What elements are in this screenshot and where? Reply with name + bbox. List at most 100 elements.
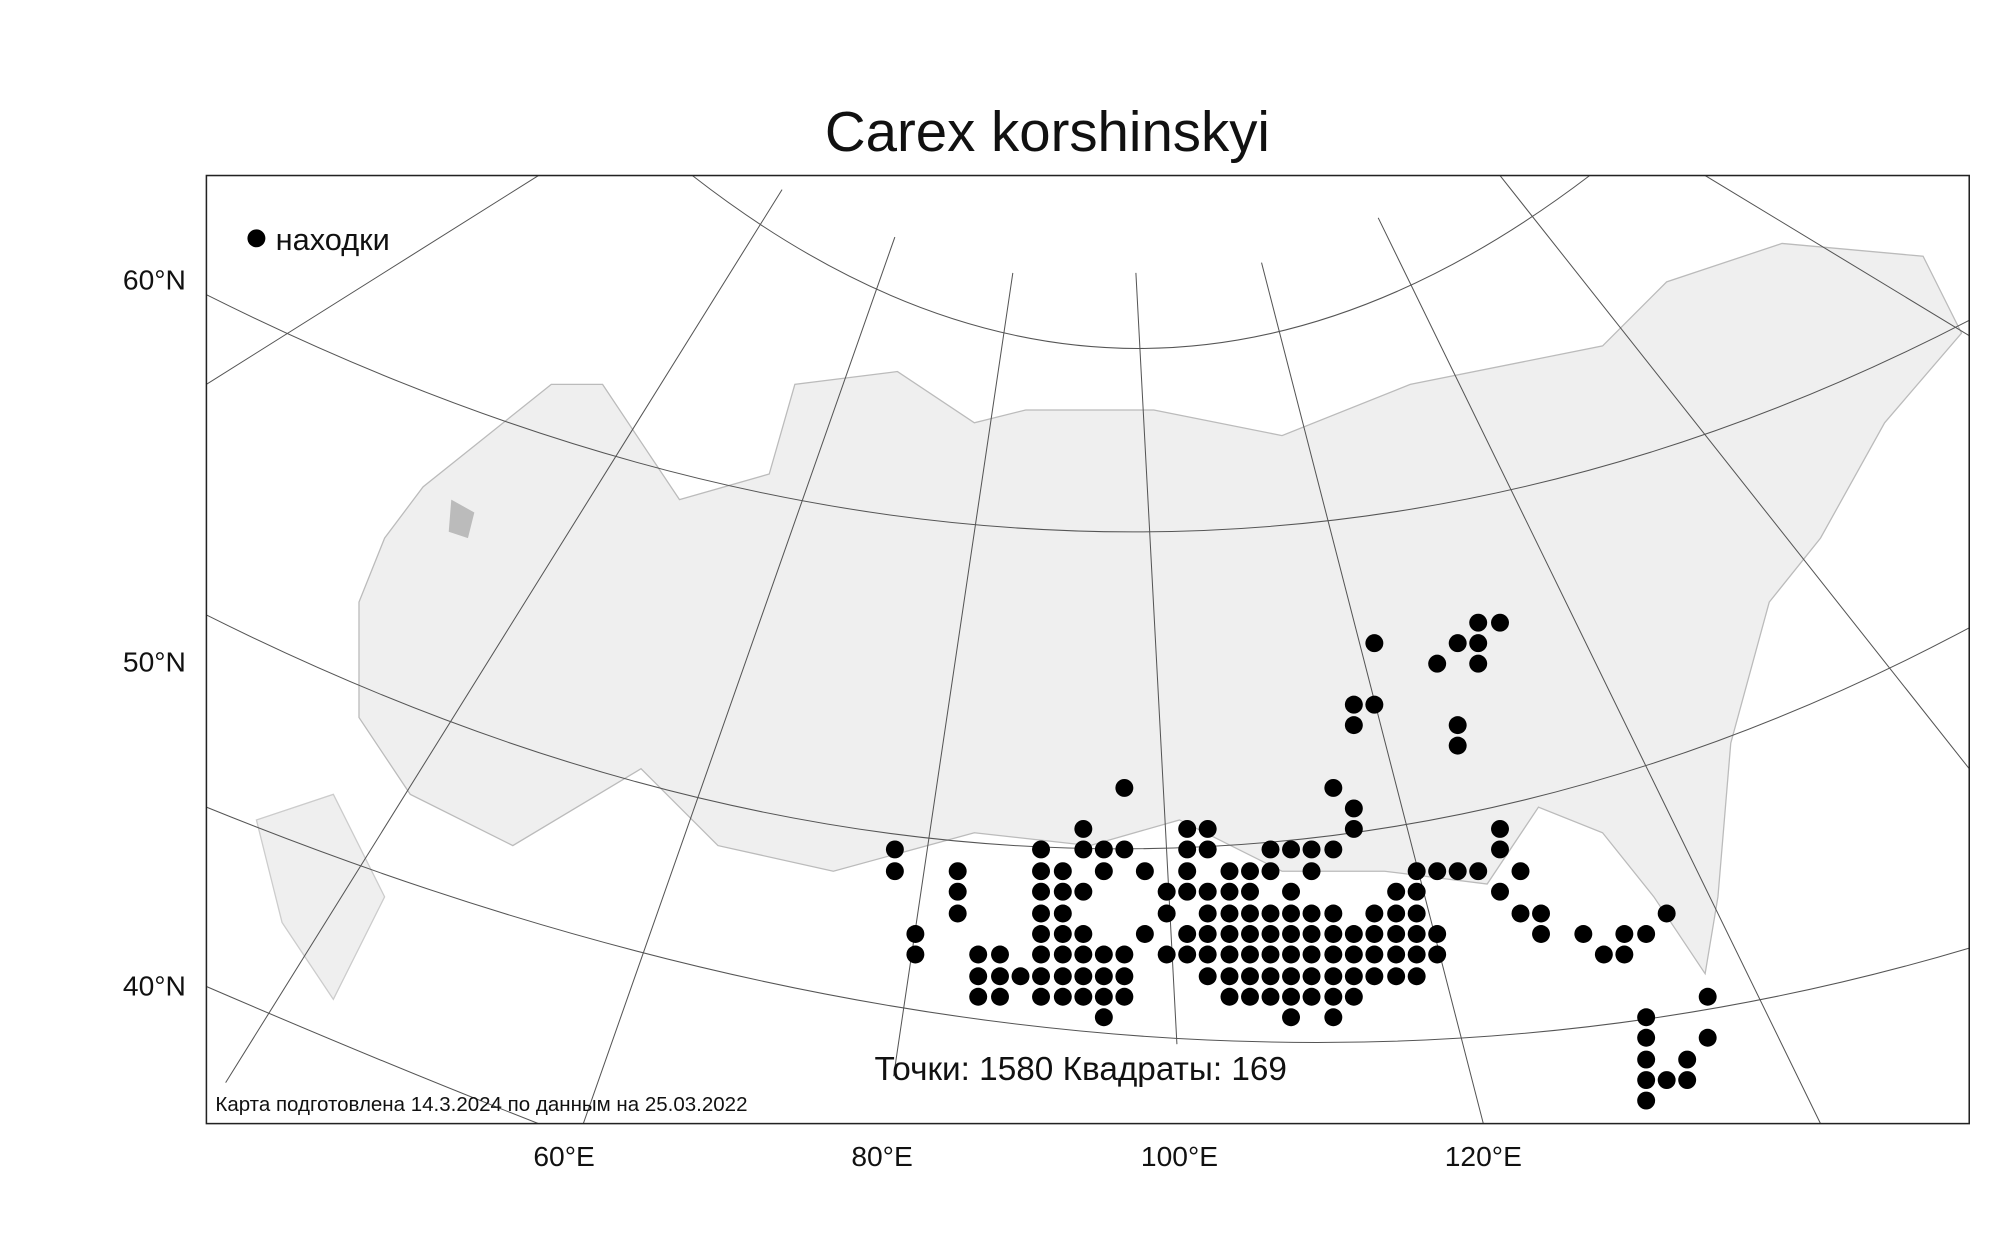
- occurrence-dot: [1324, 904, 1343, 923]
- occurrence-dot: [1032, 925, 1050, 943]
- stats: Точки: 1580 Квадраты: 169: [875, 1051, 1287, 1088]
- occurrence-dot: [1448, 736, 1467, 755]
- occurrence-dot: [1324, 967, 1343, 986]
- occurrence-dot: [1053, 882, 1072, 901]
- occurrence-dot: [1178, 840, 1197, 859]
- occurrence-dot: [1053, 925, 1072, 943]
- occurrence-dot: [1094, 987, 1113, 1006]
- occurrence-dot: [1678, 1071, 1697, 1090]
- occurrence-dot: [1157, 882, 1176, 901]
- occurrence-dot: [1241, 945, 1259, 964]
- occurrence-dot: [1135, 862, 1154, 881]
- occurrence-dot: [1324, 925, 1343, 943]
- occurrence-dot: [1198, 967, 1217, 986]
- occurrence-dot: [1011, 967, 1030, 986]
- occurrence-dot: [1407, 945, 1426, 964]
- occurrence-dot: [1032, 882, 1050, 901]
- occurrence-dot: [1282, 925, 1300, 943]
- graticule: [206, 294, 1970, 533]
- occurrence-dot: [1448, 862, 1467, 881]
- graticule: [206, 986, 539, 1124]
- occurrence-dot: [1344, 716, 1363, 735]
- title: Carex korshinskyi: [825, 100, 1270, 163]
- occurrence-dot: [1344, 967, 1363, 986]
- occurrence-dot: [1365, 904, 1384, 923]
- occurrence-dot: [1220, 925, 1239, 943]
- occurrence-dot: [1053, 862, 1072, 881]
- occurrence-dot: [1074, 840, 1093, 859]
- occurrence-dot: [1302, 945, 1321, 964]
- lon-label: 120°E: [1445, 1140, 1522, 1172]
- occurrence-dot: [1074, 945, 1093, 964]
- occurrence-dot: [1220, 967, 1239, 986]
- occurrence-dot: [948, 904, 967, 923]
- legend-label: находки: [276, 222, 390, 257]
- occurrence-dot: [1198, 819, 1217, 838]
- occurrence-dot: [1094, 1008, 1113, 1027]
- occurrence-dot: [1491, 882, 1509, 901]
- occurrence-dot: [1407, 925, 1426, 943]
- occurrence-dot: [1241, 967, 1259, 986]
- occurrence-dot: [1135, 925, 1154, 943]
- occurrences: [885, 613, 1717, 1110]
- occurrence-dot: [991, 987, 1009, 1006]
- occurrence-dot: [1532, 904, 1550, 923]
- lon-label: 60°E: [533, 1140, 594, 1172]
- occurrence-dot: [948, 882, 967, 901]
- occurrence-dot: [1074, 882, 1093, 901]
- occurrence-dot: [1178, 882, 1197, 901]
- occurrence-dot: [1594, 945, 1613, 964]
- occurrence-dot: [1637, 1071, 1656, 1090]
- occurrence-dot: [1032, 862, 1050, 881]
- occurrence-dot: [1344, 925, 1363, 943]
- occurrence-dot: [1261, 862, 1280, 881]
- occurrence-dot: [1032, 840, 1050, 859]
- occurrence-dot: [1428, 925, 1447, 943]
- occurrence-dot: [1428, 945, 1447, 964]
- occurrence-dot: [1365, 695, 1384, 714]
- occurrence-dot: [1032, 967, 1050, 986]
- occurrence-dot: [1469, 862, 1488, 881]
- occurrence-dot: [991, 945, 1009, 964]
- occurrence-dot: [1637, 1008, 1656, 1027]
- occurrence-dot: [1698, 1028, 1717, 1047]
- occurrence-dot: [1282, 987, 1300, 1006]
- occurrence-dot: [1282, 967, 1300, 986]
- occurrence-dot: [1053, 904, 1072, 923]
- occurrence-dot: [1469, 634, 1488, 653]
- occurrence-dot: [1220, 945, 1239, 964]
- occurrence-dot: [1282, 1008, 1300, 1027]
- occurrence-dot: [1074, 925, 1093, 943]
- graticule: [691, 175, 1591, 349]
- occurrence-dot: [1198, 945, 1217, 964]
- occurrence-dot: [1428, 862, 1447, 881]
- occurrence-dot: [1511, 862, 1530, 881]
- occurrence-dot: [906, 945, 925, 964]
- lat-label: 50°N: [123, 645, 186, 677]
- occurrence-dot: [1511, 904, 1530, 923]
- occurrence-dot: [1074, 819, 1093, 838]
- occurrence-dot: [1407, 904, 1426, 923]
- occurrence-dot: [1365, 945, 1384, 964]
- occurrence-dot: [1115, 778, 1134, 797]
- occurrence-dot: [1094, 967, 1113, 986]
- occurrence-dot: [1324, 778, 1343, 797]
- frame: [205, 174, 1970, 1125]
- occurrence-dot: [885, 862, 904, 881]
- occurrence-dot: [1241, 987, 1259, 1006]
- lon-label: 80°E: [851, 1140, 912, 1172]
- occurrence-dot: [1387, 904, 1406, 923]
- occurrence-dot: [1261, 904, 1280, 923]
- occurrence-dot: [1241, 904, 1259, 923]
- occurrence-dot: [1302, 904, 1321, 923]
- lon-label: 100°E: [1141, 1140, 1218, 1172]
- occurrence-dot: [1261, 967, 1280, 986]
- occurrence-dot: [969, 967, 988, 986]
- occurrence-dot: [1637, 1091, 1656, 1110]
- occurrence-dot: [1302, 967, 1321, 986]
- occurrence-dot: [1302, 840, 1321, 859]
- occurrence-dot: [885, 840, 904, 859]
- occurrence-dot: [1220, 882, 1239, 901]
- occurrence-dot: [1365, 925, 1384, 943]
